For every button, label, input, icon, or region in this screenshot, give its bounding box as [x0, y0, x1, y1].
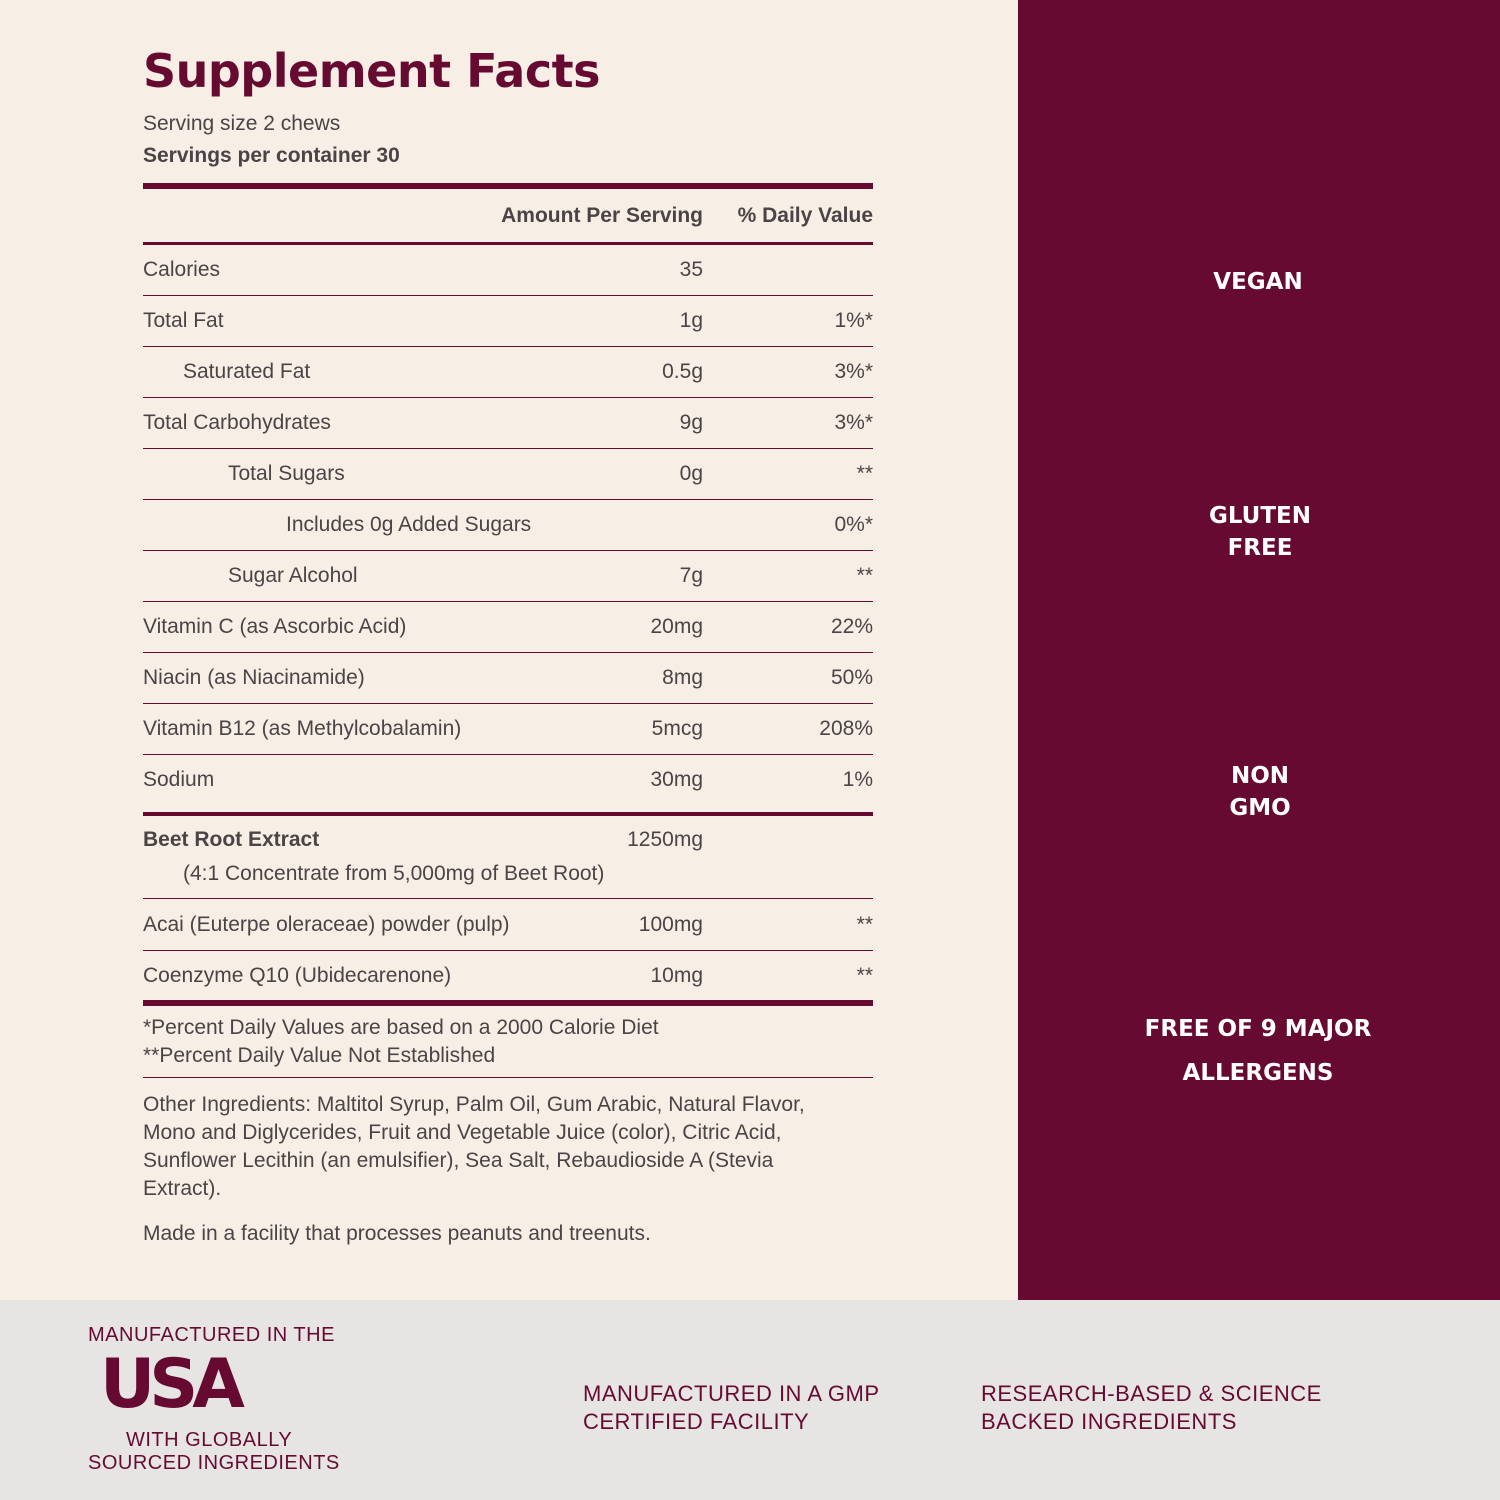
other-ingredients: Mono and Diglycerides, Fruit and Vegetab… — [143, 1121, 782, 1144]
other-ingredients: Extract). — [143, 1177, 222, 1200]
usa-text: USA — [100, 1345, 245, 1424]
nutrient-name: Calories — [143, 258, 221, 281]
nutrient-amount: 0.5g — [662, 360, 703, 383]
badge-label: NON — [1230, 763, 1290, 789]
nutrient-name: Total Carbohydrates — [143, 411, 331, 434]
row-rule — [143, 499, 873, 500]
footnote: *Percent Daily Values are based on a 200… — [143, 1016, 659, 1039]
facility-note: Made in a facility that processes peanut… — [143, 1222, 651, 1245]
row-rule — [143, 295, 873, 296]
nutrient-dv: 50% — [830, 666, 873, 689]
check-icon — [541, 1381, 574, 1413]
header-rule — [143, 242, 873, 245]
dv-header: % Daily Value — [737, 204, 873, 227]
nutrient-amount: 9g — [679, 411, 703, 434]
servings-per-container: Servings per container 30 — [143, 144, 400, 167]
badge-label: FREE — [1227, 535, 1293, 561]
nutrient-name: Saturated Fat — [183, 360, 311, 383]
nutrient-dv: 0%* — [834, 513, 873, 536]
claim-text: BACKED INGREDIENTS — [981, 1409, 1237, 1434]
badge-label: VEGAN — [1213, 269, 1303, 295]
nutrient-amount: 20mg — [650, 615, 703, 638]
star — [98, 1435, 112, 1448]
other-ingredients: Sunflower Lecithin (an emulsifier), Sea … — [143, 1149, 774, 1172]
nutrient-name: Includes 0g Added Sugars — [286, 513, 532, 536]
nutrient-name: Total Sugars — [228, 462, 345, 485]
nutrient-name: Sugar Alcohol — [228, 564, 358, 587]
thick-rule — [143, 183, 873, 189]
check-icon — [938, 1381, 971, 1413]
nutrient-amount: 0g — [679, 462, 703, 485]
nutrient-dv: 3%* — [834, 411, 873, 434]
beet-amount: 1250mg — [627, 828, 703, 851]
nutrient-name: Vitamin C (as Ascorbic Acid) — [143, 615, 407, 638]
nutrient-amount: 5mcg — [651, 717, 703, 740]
usa-top: MANUFACTURED IN THE — [88, 1324, 335, 1346]
row-rule — [143, 898, 873, 899]
nutrient-amount: 7g — [679, 564, 703, 587]
badge-label: FREE OF 9 MAJOR — [1144, 1016, 1372, 1042]
badge-label: GLUTEN — [1208, 503, 1312, 529]
badge-label: GMO — [1229, 795, 1291, 821]
claim-text: MANUFACTURED IN A GMP — [583, 1381, 880, 1406]
nutrient-dv: 3%* — [834, 360, 873, 383]
beet-name: Beet Root Extract — [143, 828, 320, 851]
us-flag — [174, 1355, 301, 1420]
nutrient-name: Total Fat — [143, 309, 224, 332]
nutrient-amount: 100mg — [638, 913, 703, 936]
nutrient-dv: ** — [856, 964, 873, 987]
claim-text: RESEARCH-BASED & SCIENCE — [981, 1381, 1322, 1406]
row-rule — [143, 601, 873, 602]
nutrient-dv: 22% — [830, 615, 873, 638]
nutrient-dv: ** — [856, 564, 873, 587]
nutrient-amount: 8mg — [662, 666, 703, 689]
thick-rule — [143, 1000, 873, 1006]
nutrient-amount: 1g — [679, 309, 703, 332]
amount-header: Amount Per Serving — [501, 204, 703, 227]
row-rule — [143, 1077, 873, 1078]
nutrient-amount: 30mg — [650, 768, 703, 791]
claim-text: CERTIFIED FACILITY — [583, 1409, 810, 1434]
badge-label: ALLERGENS — [1182, 1060, 1334, 1086]
nutrient-amount: 10mg — [650, 964, 703, 987]
row-rule — [143, 754, 873, 755]
nutrient-name: Vitamin B12 (as Methylcobalamin) — [143, 717, 462, 740]
nutrient-name: Sodium — [143, 768, 215, 791]
badge-panel — [1018, 0, 1500, 1300]
nutrient-name: Acai (Euterpe oleraceae) powder (pulp) — [143, 913, 510, 936]
nutrient-name: Niacin (as Niacinamide) — [143, 666, 365, 689]
row-rule — [143, 448, 873, 449]
row-rule — [143, 703, 873, 704]
nutrient-dv: ** — [856, 913, 873, 936]
beet-note: (4:1 Concentrate from 5,000mg of Beet Ro… — [183, 862, 605, 885]
nutrient-amount: 35 — [679, 258, 703, 281]
star — [291, 1435, 305, 1448]
usa-bottom: WITH GLOBALLY — [126, 1429, 293, 1451]
footnote: **Percent Daily Value Not Established — [143, 1044, 496, 1067]
nutrient-dv: 1% — [842, 768, 873, 791]
row-rule — [143, 346, 873, 347]
serving-size: Serving size 2 chews — [143, 112, 341, 135]
row-rule — [143, 950, 873, 951]
usa-bottom: SOURCED INGREDIENTS — [88, 1452, 340, 1474]
nutrient-dv: 208% — [819, 717, 873, 740]
nutrient-dv: ** — [856, 462, 873, 485]
row-rule — [143, 397, 873, 398]
row-rule — [143, 550, 873, 551]
row-rule — [143, 652, 873, 653]
nutrient-name: Coenzyme Q10 (Ubidecarenone) — [143, 964, 452, 987]
thick-rule — [143, 812, 873, 816]
nutrient-dv: 1%* — [834, 309, 873, 332]
facts-title: Supplement Facts — [143, 44, 601, 98]
other-ingredients: Other Ingredients: Maltitol Syrup, Palm … — [143, 1093, 805, 1116]
